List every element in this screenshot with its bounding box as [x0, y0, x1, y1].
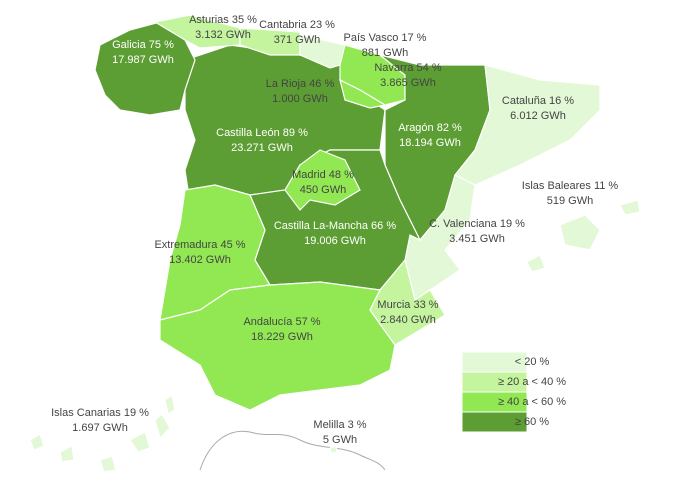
region-energy: 519 GWh [547, 195, 593, 207]
legend-label: ≥ 60 % [515, 416, 549, 428]
legend-label: ≥ 40 a < 60 % [498, 396, 566, 408]
region-name: Navarra 54 % [374, 62, 441, 74]
region [29, 433, 45, 451]
region-energy: 450 GWh [300, 184, 346, 196]
region-name: Cantabria 23 % [259, 19, 335, 31]
region-energy: 2.840 GWh [380, 314, 436, 326]
region-name: Cataluña 16 % [502, 95, 574, 107]
region-energy: 5 GWh [323, 434, 357, 446]
region-energy: 13.402 GWh [169, 254, 231, 266]
region [164, 393, 176, 415]
region-name: Madrid 48 % [292, 169, 354, 181]
region-energy: 17.987 GWh [112, 54, 174, 66]
region [239, 27, 301, 56]
region [59, 445, 75, 463]
region-name: Galicia 75 % [112, 39, 174, 51]
coastline [199, 430, 386, 471]
region [154, 413, 171, 440]
region [94, 21, 196, 116]
legend-label: < 20 % [515, 356, 550, 368]
region [559, 214, 601, 251]
region-name: Extremadura 45 % [154, 239, 245, 251]
region [329, 445, 338, 454]
legend-swatch [461, 411, 528, 433]
region-name: Asturias 35 % [189, 14, 257, 26]
region-energy: 18.229 GWh [251, 331, 313, 343]
region [339, 78, 387, 109]
region-energy: 3.865 GWh [380, 77, 436, 89]
region-energy: 1.000 GWh [272, 93, 328, 105]
region [129, 431, 151, 453]
region-name: Castilla La-Mancha 66 % [274, 220, 397, 232]
region-energy: 3.132 GWh [195, 29, 251, 41]
region [526, 254, 546, 273]
region-energy: 1.697 GWh [72, 422, 128, 434]
region-name: Andalucía 57 % [243, 316, 320, 328]
region-name: Islas Baleares 11 % [522, 180, 619, 192]
region-name: C. Valenciana 19 % [429, 218, 525, 230]
region-energy: 23.271 GWh [231, 142, 293, 154]
region [369, 258, 446, 346]
region-energy: 18.194 GWh [399, 137, 461, 149]
region-name: Castilla León 89 % [216, 127, 308, 139]
legend-label: ≥ 20 a < 40 % [498, 376, 566, 388]
region-name: La Rioja 46 % [266, 78, 335, 90]
region-energy: 6.012 GWh [510, 110, 566, 122]
region-name: Murcia 33 % [377, 299, 438, 311]
region [454, 64, 601, 186]
region [159, 281, 396, 411]
region-name: Aragón 82 % [398, 122, 462, 134]
region-name: Islas Canarias 19 % [51, 407, 149, 419]
region [99, 455, 117, 473]
region [619, 199, 641, 216]
region [284, 149, 361, 211]
region-energy: 881 GWh [362, 47, 408, 59]
region-energy: 19.006 GWh [304, 235, 366, 247]
region-name: Melilla 3 % [313, 419, 366, 431]
region-energy: 371 GWh [274, 34, 320, 46]
region-energy: 3.451 GWh [449, 233, 505, 245]
region-name: País Vasco 17 % [344, 32, 427, 44]
